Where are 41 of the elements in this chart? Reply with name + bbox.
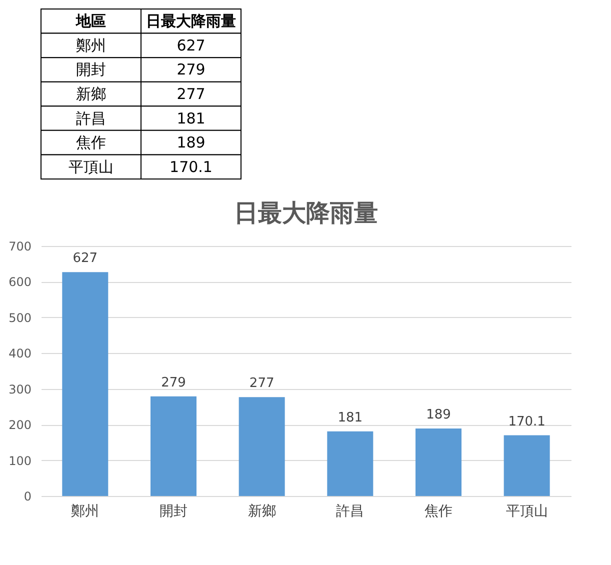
- text: 日最大降雨量: [146, 12, 236, 30]
- data-label: 277: [249, 376, 274, 392]
- x-tick-label: 許昌: [336, 504, 364, 520]
- y-tick-label: 400: [8, 346, 32, 361]
- bar: [150, 396, 196, 496]
- data-label: 277: [176, 85, 206, 103]
- bar: [416, 428, 462, 496]
- y-tick-label: 300: [8, 382, 32, 396]
- x-tick-label: 平頂山: [506, 504, 548, 520]
- data-label: 170.1: [170, 158, 212, 176]
- text: 地區: [75, 12, 106, 30]
- data-label: 627: [72, 251, 98, 266]
- bar: [504, 435, 550, 496]
- x-tick-label: 鄭州: [71, 504, 100, 520]
- data-label: 181: [176, 109, 206, 128]
- data-label: 170.1: [508, 414, 546, 430]
- bar: [62, 272, 108, 496]
- x-tick-label: 焦作: [424, 504, 452, 520]
- category-label: 焦作: [76, 134, 106, 152]
- y-tick-label: 0: [24, 490, 32, 504]
- category-label: 平頂山: [68, 158, 114, 176]
- x-tick-label: 開封: [160, 504, 188, 520]
- category-label: 鄭州: [76, 36, 106, 54]
- data-label: 189: [426, 408, 451, 422]
- chart-title: 日最大降雨量: [234, 199, 378, 227]
- y-tick-label: 700: [8, 240, 32, 254]
- data-label: 279: [161, 375, 186, 390]
- data-label: 627: [176, 36, 206, 54]
- y-tick-label: 500: [8, 310, 32, 325]
- bar: [327, 431, 374, 496]
- data-label: 189: [176, 134, 206, 152]
- y-tick-label: 100: [8, 454, 32, 468]
- data-label: 181: [338, 410, 363, 426]
- bar: [238, 397, 285, 496]
- y-tick-label: 200: [8, 418, 32, 432]
- category-label: 許昌: [76, 109, 106, 128]
- y-tick-label: 600: [8, 275, 32, 290]
- data-label: 279: [176, 60, 206, 79]
- category-label: 新鄉: [76, 85, 106, 103]
- x-tick-label: 新鄉: [248, 504, 276, 520]
- category-label: 開封: [76, 60, 106, 79]
